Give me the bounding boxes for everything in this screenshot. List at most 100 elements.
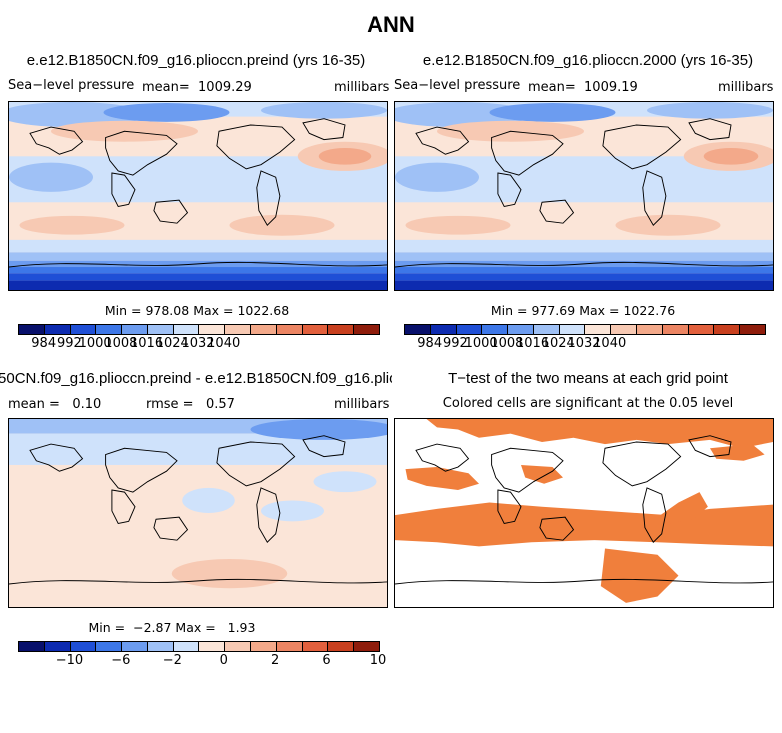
significant-region [657, 492, 708, 524]
colorbar-tick-label: 1040 [207, 336, 241, 351]
colorbar-tick-label: 1008 [490, 336, 524, 351]
colorbar-tick-label: 1032 [567, 336, 601, 351]
colorbar-swatch [559, 325, 586, 334]
colorbar-swatch [430, 325, 457, 334]
minmax-diff: Min = −2.87 Max = 1.93 [88, 620, 256, 635]
significant-cells [395, 419, 773, 603]
colorbar-tick-label: −6 [111, 653, 131, 668]
colorbar-preind [18, 324, 380, 335]
colorbar-swatch [251, 642, 277, 651]
panel-title-diff: e.e12.B1850CN.f09_g16.plioccn.preind - e… [0, 370, 392, 387]
panel-title-ttest: T−test of the two means at each grid poi… [448, 370, 728, 387]
units-label-2000: millibars [718, 80, 774, 95]
coastlines-preind [9, 118, 387, 268]
colorbar-tick-label: −2 [162, 653, 182, 668]
colorbar-swatch [199, 325, 226, 334]
colorbar-tick-label: 1024 [541, 336, 575, 351]
colorbar-tick-label: 2 [271, 653, 280, 668]
colorbar-swatch [302, 642, 329, 651]
colorbar-swatch [456, 325, 483, 334]
rmse-value-diff: 0.57 [205, 397, 235, 412]
colorbar-swatch [354, 325, 379, 334]
colorbar-swatch [611, 325, 638, 334]
colorbar-swatch [19, 642, 45, 651]
significant-region [710, 444, 765, 461]
map-panel-2000 [394, 101, 774, 291]
max-value-preind: 1022.68 [237, 303, 290, 318]
coastlines-2000 [395, 118, 773, 268]
colorbar-swatch [225, 325, 252, 334]
colorbar-tick-label: 0 [219, 653, 228, 668]
colorbar-swatch [19, 325, 45, 334]
min-value-2000: 977.69 [531, 303, 576, 318]
min-value-preind: 978.08 [145, 303, 190, 318]
colorbar-swatch [740, 325, 765, 334]
colorbar-swatch [405, 325, 431, 334]
colorbar-swatch [328, 642, 355, 651]
field-label-2000: Sea−level pressure [394, 78, 521, 93]
significant-region [600, 548, 679, 603]
panel-title-diff-clip: e.e12.B1850CN.f09_g16.plioccn.preind - e… [0, 368, 392, 390]
mean-value-preind: 1009.29 [198, 80, 252, 95]
colorbar-swatch [225, 642, 252, 651]
colorbar-tick-label: 1024 [155, 336, 189, 351]
colorbar-swatch [302, 325, 329, 334]
colorbar-tick-label: 1016 [516, 336, 550, 351]
colorbar-tick-label: 984 [417, 336, 443, 351]
colorbar-swatch [276, 642, 303, 651]
significant-region [395, 502, 773, 547]
map-2000 [395, 102, 773, 290]
colorbar-ticks-preind: 984 992 1000 1008 1016 1024 1032 1040 [18, 336, 378, 352]
colorbar-swatch [328, 325, 355, 334]
colorbar-tick-label: 6 [322, 653, 331, 668]
mean-label-diff: mean = 0.10 [8, 397, 102, 412]
units-label-preind: millibars [334, 80, 390, 95]
max-value-2000: 1022.76 [623, 303, 676, 318]
colorbar-tick-label: 1032 [181, 336, 215, 351]
significant-region [521, 464, 563, 484]
colorbar-tick-label: 1000 [464, 336, 498, 351]
colorbar-swatch [70, 325, 97, 334]
map-panel-ttest [394, 418, 774, 608]
colorbar-tick-label: 1016 [130, 336, 164, 351]
subtitle-ttest: Colored cells are significant at the 0.0… [442, 396, 734, 411]
field-label-preind: Sea−level pressure [8, 78, 135, 93]
map-preind [9, 102, 387, 290]
colorbar-tick-label: 10 [369, 653, 387, 668]
colorbar-swatch [122, 642, 148, 651]
mean-value-2000: 1009.19 [584, 80, 638, 95]
colorbar-swatch [96, 325, 123, 334]
colorbar-swatch [276, 325, 303, 334]
colorbar-ticks-2000: 984 992 1000 1008 1016 1024 1032 1040 [404, 336, 764, 352]
map-ttest [395, 419, 773, 607]
colorbar-swatch [637, 325, 663, 334]
minmax-2000: Min = 977.69 Max = 1022.76 [490, 303, 676, 318]
significant-region [405, 467, 479, 491]
colorbar-swatch [585, 325, 612, 334]
max-value-diff: 1.93 [227, 620, 256, 635]
map-panel-diff [8, 418, 388, 608]
significant-region [426, 419, 773, 449]
colorbar-swatch [354, 642, 379, 651]
colorbar-ticks-diff: −10 −6 −2 0 2 6 10 [18, 653, 387, 669]
colorbar-swatch [70, 642, 97, 651]
colorbar-tick-label: 1000 [78, 336, 112, 351]
map-diff [9, 419, 387, 607]
colorbar-swatch [714, 325, 741, 334]
colorbar-swatch [44, 642, 71, 651]
colorbar-diff [18, 641, 380, 652]
colorbar-swatch [96, 642, 123, 651]
colorbar-swatch [508, 325, 534, 334]
colorbar-tick-label: 992 [57, 336, 82, 351]
colorbar-swatch [533, 325, 560, 334]
colorbar-swatch [147, 325, 174, 334]
units-label-diff: millibars [334, 397, 390, 412]
colorbar-swatch [251, 325, 277, 334]
colorbar-swatch [688, 325, 715, 334]
page-title: ANN [367, 12, 415, 37]
colorbar-swatch [173, 325, 200, 334]
panel-title-2000: e.e12.B1850CN.f09_g16.plioccn.2000 (yrs … [422, 52, 754, 69]
colorbar-swatch [44, 325, 71, 334]
colorbar-2000 [404, 324, 766, 335]
panel-title-preind: e.e12.B1850CN.f09_g16.plioccn.preind (yr… [26, 52, 366, 69]
